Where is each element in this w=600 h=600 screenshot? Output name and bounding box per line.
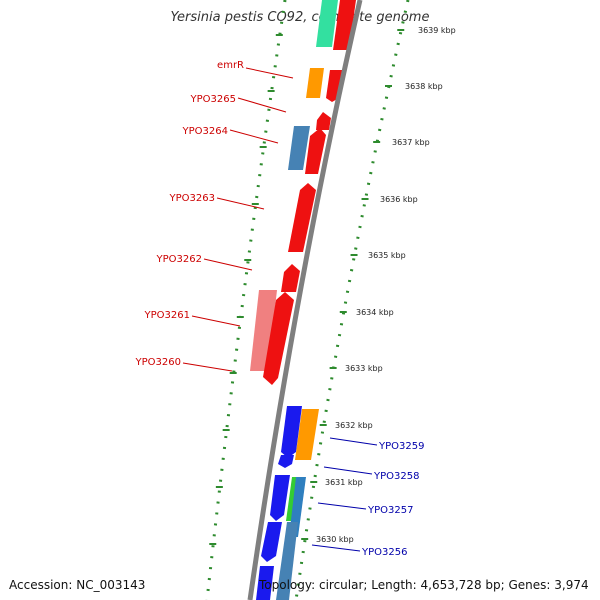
leader-YPO3258 <box>323 466 373 475</box>
leader-emrR <box>245 67 294 79</box>
gene-emrR[interactable] <box>306 68 324 98</box>
leader-YPO3256 <box>311 544 361 552</box>
gene-label-YPO3265[interactable]: YPO3265 <box>190 94 236 105</box>
leader-YPO3261 <box>191 315 241 327</box>
gene-label-YPO3264[interactable]: YPO3264 <box>182 126 228 137</box>
gene-label-YPO3258[interactable]: YPO3258 <box>373 471 419 482</box>
leader-YPO3259 <box>329 437 378 446</box>
gene-blue-YPO3258[interactable] <box>270 475 290 521</box>
kbp-label: 3631 kbp <box>325 478 363 487</box>
kbp-label: 3634 kbp <box>356 308 394 317</box>
gene-YPO3260[interactable] <box>263 292 294 385</box>
gene-YPO3265[interactable] <box>316 112 331 130</box>
kbp-label: 3636 kbp <box>380 195 418 204</box>
gene-blue-lower[interactable] <box>261 522 282 562</box>
gene-label-YPO3256[interactable]: YPO3256 <box>361 547 407 558</box>
kbp-label: 3638 kbp <box>405 82 443 91</box>
gene-YPO3259[interactable] <box>295 409 319 460</box>
gene-label-YPO3262[interactable]: YPO3262 <box>156 254 202 265</box>
gene-YPO3263[interactable] <box>288 183 316 252</box>
kbp-labels: 3639 kbp 3638 kbp 3637 kbp 3636 kbp 3635… <box>316 26 456 544</box>
gene-labels-right: YPO3259 YPO3258 YPO3257 YPO3256 <box>361 441 424 558</box>
leader-lines <box>182 67 378 552</box>
kbp-label: 3637 kbp <box>392 138 430 147</box>
gene-label-YPO3260[interactable]: YPO3260 <box>135 357 181 368</box>
gene-label-YPO3259[interactable]: YPO3259 <box>378 441 424 452</box>
leader-YPO3262 <box>203 258 253 271</box>
gene-blue-YPO3259[interactable] <box>281 406 302 458</box>
leader-YPO3263 <box>216 197 265 210</box>
map-title: Yersinia pestis CO92, complete genome <box>170 10 430 25</box>
leader-YPO3257 <box>317 502 367 510</box>
gene-YPO3256[interactable] <box>276 522 298 600</box>
scale-ticks <box>209 29 405 545</box>
gene-label-YPO3263[interactable]: YPO3263 <box>169 193 215 204</box>
accession-text: Accession: NC_003143 <box>9 578 146 592</box>
genome-summary-text: Topology: circular; Length: 4,653,728 bp… <box>259 578 589 592</box>
leader-YPO3264 <box>229 129 279 144</box>
gene-YPO3264[interactable] <box>288 126 310 170</box>
kbp-label: 3630 kbp <box>316 535 354 544</box>
genome-backbone <box>247 0 363 600</box>
gene-blue-small[interactable] <box>278 455 294 468</box>
gene-label-YPO3261[interactable]: YPO3261 <box>144 310 190 321</box>
gene-label-emrR[interactable]: emrR <box>217 60 244 71</box>
kbp-label: 3633 kbp <box>345 364 383 373</box>
gene-labels-left: emrR YPO3265 YPO3264 YPO3263 YPO3262 YPO… <box>135 60 245 368</box>
gene-label-YPO3257[interactable]: YPO3257 <box>367 505 413 516</box>
leader-YPO3265 <box>237 97 287 113</box>
gene-arrow-green[interactable] <box>316 0 338 47</box>
kbp-label: 3635 kbp <box>368 251 406 260</box>
kbp-label: 3632 kbp <box>335 421 373 430</box>
kbp-label: 3639 kbp <box>418 26 456 35</box>
gene-features <box>250 0 356 600</box>
gene-red-YPO3264[interactable] <box>305 128 326 174</box>
gene-YPO3262[interactable] <box>281 264 300 292</box>
leader-YPO3260 <box>182 362 233 372</box>
gene-blue-bottom[interactable] <box>256 566 274 600</box>
